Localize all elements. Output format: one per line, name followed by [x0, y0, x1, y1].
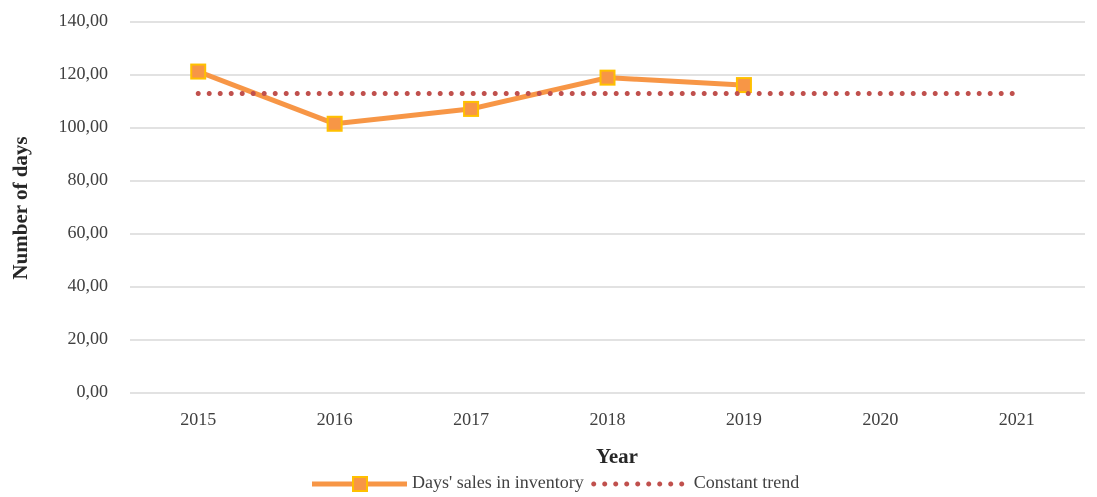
y-tick-label: 20,00	[68, 328, 109, 348]
x-tick-label: 2018	[590, 409, 626, 429]
x-axis-label: Year	[596, 444, 638, 468]
y-tick-label: 80,00	[68, 169, 109, 189]
marker	[190, 63, 207, 80]
y-axis-label: Number of days	[8, 136, 32, 279]
x-tick-label: 2021	[999, 409, 1035, 429]
x-tick-label: 2015	[180, 409, 216, 429]
x-tick-label: 2020	[862, 409, 898, 429]
y-tick-label: 0,00	[77, 381, 109, 401]
y-tick-label: 60,00	[68, 222, 109, 242]
legend-marker	[352, 476, 368, 492]
y-tick-label: 40,00	[68, 275, 109, 295]
y-tick-label: 140,00	[59, 10, 109, 30]
marker	[463, 100, 480, 117]
x-tick-label: 2017	[453, 409, 489, 429]
legend-label: Constant trend	[694, 472, 800, 492]
x-tick-label: 2019	[726, 409, 762, 429]
y-tick-label: 100,00	[59, 116, 109, 136]
y-tick-label: 120,00	[59, 63, 109, 83]
marker	[326, 115, 343, 132]
legend-label: Days' sales in inventory	[412, 472, 584, 492]
marker	[735, 77, 752, 94]
x-tick-label: 2016	[317, 409, 353, 429]
marker	[599, 69, 616, 86]
